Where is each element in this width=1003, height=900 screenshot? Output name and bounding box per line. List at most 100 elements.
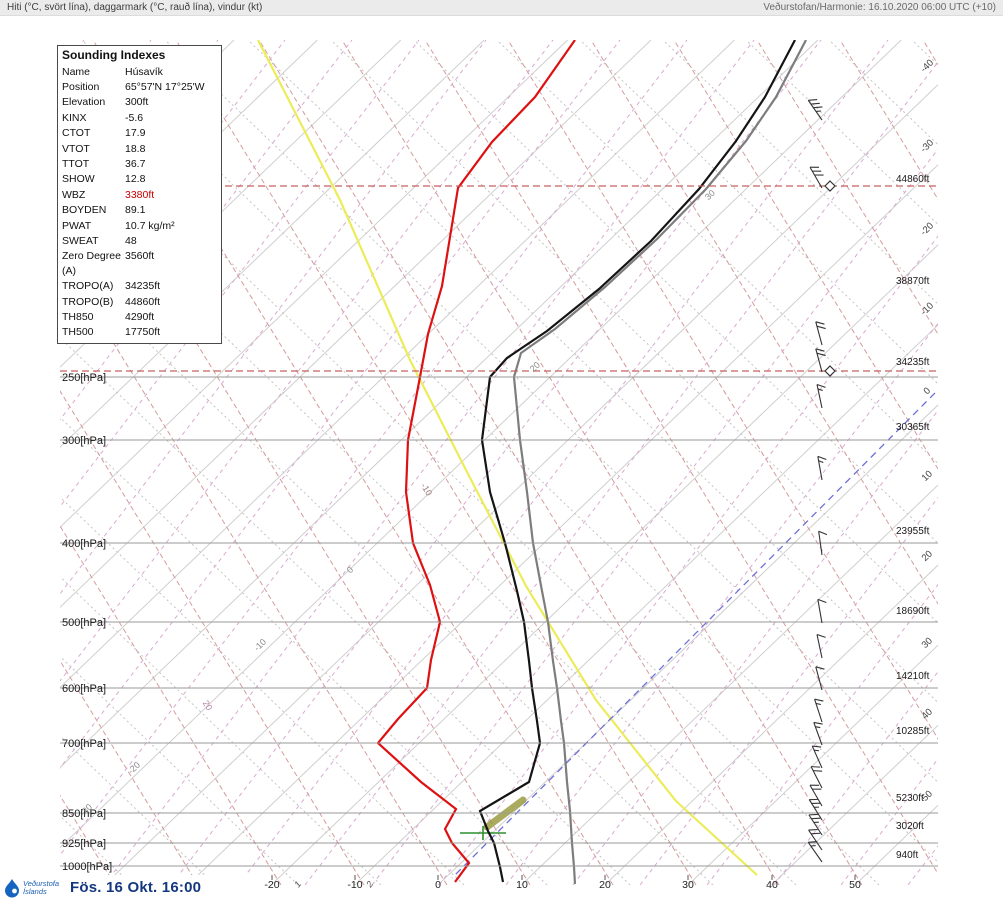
isotherm-line: [354, 324, 938, 885]
index-row: TROPO(A) 34235ft: [62, 279, 219, 294]
met-office-logo-icon: [5, 878, 19, 897]
index-value: 12.8: [125, 173, 146, 186]
index-label: WBZ: [62, 188, 86, 201]
pressure-axis-label: 700[hPa]: [62, 738, 106, 750]
right-isotherm-label: 30: [920, 636, 935, 651]
wind-barb: [815, 666, 825, 691]
altitude-axis-label: 18690ft: [896, 606, 930, 617]
index-label: Name: [62, 65, 91, 78]
index-label: CTOT: [62, 127, 91, 140]
wind-barb: [815, 348, 826, 373]
mixing-ratio-line: [237, 40, 889, 885]
index-label: TH500: [62, 326, 94, 339]
isotherm-line: [521, 484, 938, 885]
pressure-axis-label: 850[hPa]: [62, 808, 106, 820]
wind-barb: [811, 745, 823, 769]
temperature-axis-label: 0: [435, 879, 441, 891]
index-value: 34235ft: [125, 280, 161, 293]
isotherm-line: [854, 804, 938, 885]
yellow-reference-line: [257, 40, 758, 876]
index-label: Position: [62, 80, 100, 93]
moist-adiabat-line: [60, 336, 631, 885]
temperature-axis-label: -20: [264, 879, 279, 891]
mixing-ratio-line: [371, 148, 938, 885]
wind-barb: [818, 530, 828, 556]
index-value: 4290ft: [125, 311, 155, 323]
index-label: TROPO(B): [62, 295, 114, 308]
moist-adiabat-line: [0, 40, 49, 885]
index-row: Elevation 300ft: [62, 95, 219, 110]
dry-adiabat-line: [673, 40, 938, 470]
pressure-axis-label: 400[hPa]: [62, 538, 106, 550]
index-row: Position 65°57'N 17°25'W: [62, 79, 219, 94]
mixing-ratio-line: [907, 845, 938, 885]
right-isotherm-label: 10: [920, 469, 935, 484]
index-label: TROPO(A): [62, 280, 114, 293]
altitude-axis-label: 23955ft: [896, 526, 930, 537]
moist-adiabat-line: [60, 416, 548, 885]
temperature-axis-label: 30: [682, 879, 694, 891]
mixing-ratio-line: [572, 409, 938, 885]
wind-barb: [813, 721, 823, 746]
right-isotherm-label: -10: [919, 300, 937, 317]
zero-isotherm-line: [451, 392, 936, 879]
altitude-axis-label: 38870ft: [896, 276, 930, 287]
wind-barb: [808, 798, 823, 821]
mixing-ratio-line: [60, 40, 554, 682]
moist-adiabat-line: [60, 257, 714, 885]
index-label: PWAT: [62, 219, 92, 232]
index-value: 10.7 kg/m²: [125, 219, 175, 232]
isotherm-line: [270, 244, 938, 885]
chart-header-bar: Hiti (°C, svört lína), daggarmark (°C, r…: [0, 0, 1003, 16]
temperature-axis-label: 10: [516, 879, 528, 891]
right-isotherm-label: 0: [922, 385, 933, 397]
moist-adiabat-line: [579, 40, 938, 385]
met-office-logo-text: Veðurstofa Íslands: [23, 878, 59, 896]
isotherm-line: [771, 724, 938, 885]
isotherm-line: [938, 40, 1003, 885]
mixing-ratio-line: [60, 40, 487, 595]
moist-adiabat-line: [413, 40, 938, 544]
index-row: VTOT 18.8: [62, 141, 219, 156]
tropopause-diamond-marker: [824, 365, 836, 377]
altitude-axis-label: 10285ft: [896, 726, 930, 737]
index-row: Zero Degree (A) 3560ft: [62, 249, 219, 279]
dry-adiabat-line: [507, 40, 938, 740]
altitude-axis-label: 14210ft: [896, 671, 930, 682]
index-label: BOYDEN: [62, 204, 107, 217]
index-row: TH850 4290ft: [62, 310, 219, 325]
index-value: 65°57'N 17°25'W: [125, 80, 205, 93]
tropopause-diamond-marker: [824, 180, 836, 192]
pressure-axis-label: 925[hPa]: [62, 838, 106, 850]
altitude-axis-label: 44860ft: [896, 174, 930, 185]
index-row: WBZ 3380ft: [62, 187, 219, 202]
index-value: 300ft: [125, 96, 149, 109]
mixing-ratio-label: 2: [364, 879, 376, 890]
mixing-ratio-line: [706, 583, 938, 885]
mixing-ratio-line: [60, 40, 420, 508]
dry-adiabat-line: [60, 390, 365, 885]
mixing-ratio-line: [304, 61, 938, 885]
moist-adiabat-line: [330, 40, 938, 624]
mixing-ratio-line: [60, 40, 688, 856]
index-value: Húsavík: [125, 65, 163, 78]
pressure-axis-label: 250[hPa]: [62, 372, 106, 384]
mixing-ratio-line: [0, 40, 17, 885]
mixing-ratio-line: [60, 40, 353, 421]
moist-adiabat-line: [911, 40, 938, 66]
index-value: -5.6: [125, 111, 144, 124]
wind-barb: [807, 99, 823, 121]
index-label: Elevation: [62, 96, 106, 109]
index-value: 48: [125, 234, 137, 247]
right-isotherm-label: 40: [920, 707, 935, 722]
index-row: TROPO(B) 44860ft: [62, 294, 219, 309]
index-label: SHOW: [62, 173, 95, 186]
index-row: PWAT 10.7 kg/m²: [62, 218, 219, 233]
right-isotherm-label: 20: [920, 549, 935, 564]
temperature-axis-label: 50: [849, 879, 861, 891]
index-row: Name Húsavík: [62, 64, 219, 79]
temperature-axis-label: 40: [766, 879, 778, 891]
pressure-axis-label: 600[hPa]: [62, 683, 106, 695]
index-value: 17750ft: [125, 326, 161, 339]
wind-barb: [816, 634, 826, 659]
